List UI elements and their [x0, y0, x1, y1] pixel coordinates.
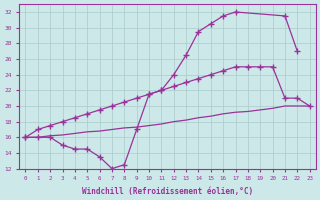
- X-axis label: Windchill (Refroidissement éolien,°C): Windchill (Refroidissement éolien,°C): [82, 187, 253, 196]
